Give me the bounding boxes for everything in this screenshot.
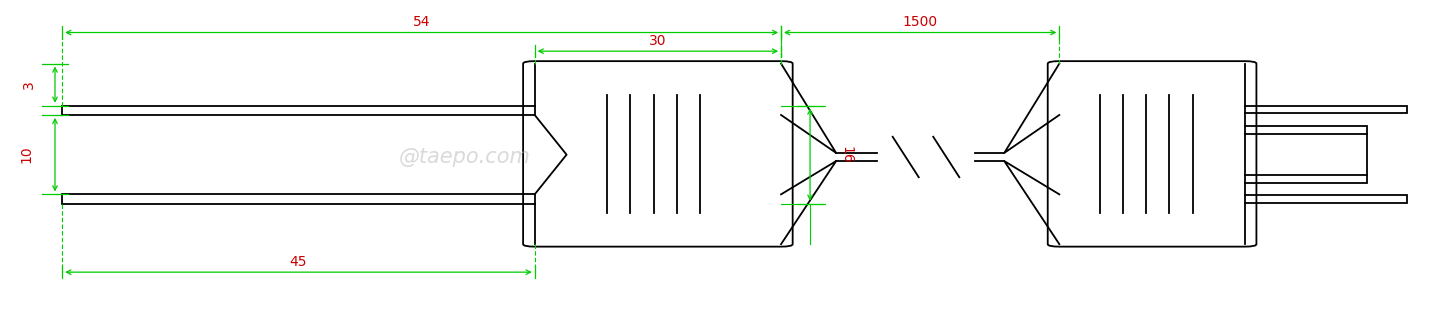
Text: 16: 16	[839, 146, 854, 164]
Bar	[1244, 195, 1407, 203]
Bar	[1244, 175, 1366, 182]
Bar	[62, 106, 534, 115]
Text: 3: 3	[22, 80, 36, 89]
Text: @taepo.com: @taepo.com	[399, 147, 531, 167]
Text: 30: 30	[649, 34, 666, 48]
Text: 45: 45	[290, 255, 308, 269]
Bar	[1244, 106, 1407, 113]
Bar	[1244, 126, 1366, 134]
Bar	[62, 194, 534, 204]
Text: 1500: 1500	[903, 15, 938, 30]
Text: 10: 10	[19, 146, 33, 164]
Text: 54: 54	[412, 15, 430, 30]
